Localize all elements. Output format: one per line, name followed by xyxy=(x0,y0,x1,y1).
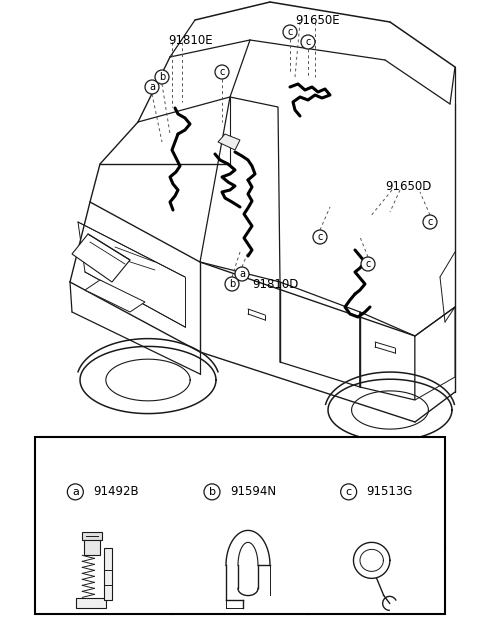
Circle shape xyxy=(225,277,239,291)
Text: 91513G: 91513G xyxy=(367,485,413,499)
Text: 91492B: 91492B xyxy=(93,485,139,499)
Text: c: c xyxy=(427,217,432,227)
Text: c: c xyxy=(365,259,371,269)
Circle shape xyxy=(361,257,375,271)
Text: b: b xyxy=(208,487,216,497)
Polygon shape xyxy=(280,282,360,387)
Polygon shape xyxy=(76,599,107,609)
Polygon shape xyxy=(218,134,240,150)
Text: c: c xyxy=(219,67,225,77)
Text: c: c xyxy=(346,487,352,497)
Circle shape xyxy=(341,484,357,500)
Circle shape xyxy=(235,267,249,281)
Circle shape xyxy=(145,80,159,94)
Circle shape xyxy=(301,35,315,49)
Circle shape xyxy=(423,215,437,229)
Circle shape xyxy=(67,484,84,500)
Text: c: c xyxy=(317,232,323,242)
Polygon shape xyxy=(360,312,415,400)
Text: a: a xyxy=(149,82,155,92)
Text: c: c xyxy=(305,37,311,47)
Polygon shape xyxy=(84,538,100,556)
Polygon shape xyxy=(200,97,280,282)
Text: 91810E: 91810E xyxy=(168,33,213,47)
Circle shape xyxy=(215,65,229,79)
Text: 91650D: 91650D xyxy=(385,181,432,193)
Polygon shape xyxy=(415,307,455,400)
Text: a: a xyxy=(239,269,245,279)
Circle shape xyxy=(204,484,220,500)
Circle shape xyxy=(155,70,169,84)
Text: 91810D: 91810D xyxy=(252,277,299,291)
Polygon shape xyxy=(72,234,130,282)
Text: b: b xyxy=(159,72,165,82)
Text: a: a xyxy=(72,487,79,497)
Text: 91650E: 91650E xyxy=(295,13,340,27)
Circle shape xyxy=(313,230,327,244)
Polygon shape xyxy=(104,549,112,600)
Text: c: c xyxy=(288,27,293,37)
Text: b: b xyxy=(229,279,235,289)
Polygon shape xyxy=(83,532,102,540)
Polygon shape xyxy=(35,437,445,614)
Text: 91594N: 91594N xyxy=(230,485,276,499)
Polygon shape xyxy=(85,280,145,312)
Circle shape xyxy=(283,25,297,39)
